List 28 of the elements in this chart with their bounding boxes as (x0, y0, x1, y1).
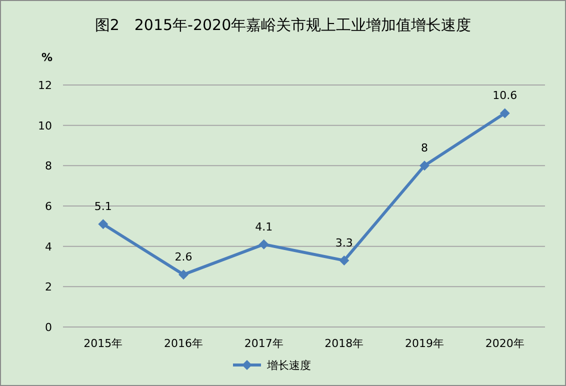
y-tick-label: 6 (45, 200, 52, 213)
point (339, 255, 350, 266)
y-tick-label: 8 (45, 160, 52, 173)
chart-title: 图2 2015年-2020年嘉峪关市规上工业增加值增长速度 (94, 16, 472, 34)
x-tick-label: 2015年 (84, 337, 123, 350)
x-tick-label: 2016年 (164, 337, 203, 350)
x-tick-label: 2020年 (485, 337, 524, 350)
point (500, 108, 510, 118)
point (420, 160, 430, 171)
x-tick-label: 2019年 (405, 337, 444, 350)
data-label: 5.1 (94, 200, 112, 214)
y-tick-label: 12 (38, 79, 52, 92)
data-label: 2.6 (174, 250, 192, 264)
y-tick-label: 2 (45, 280, 52, 294)
x-tick-label: 2018年 (324, 337, 364, 350)
y-axis-title: % (41, 51, 53, 64)
legend-label: 增长速度 (266, 359, 311, 372)
x-tick-label: 2017年 (244, 337, 284, 350)
data-label: 10.6 (492, 89, 518, 102)
point (258, 239, 269, 250)
y-tick-label: 10 (38, 119, 52, 132)
y-tick-label: 4 (45, 240, 52, 254)
point (98, 219, 108, 230)
data-label: 3.3 (335, 236, 353, 250)
data-label: 8 (421, 142, 428, 155)
point (178, 270, 188, 280)
data-label: 4.1 (255, 220, 273, 234)
y-tick-label: 0 (45, 321, 52, 334)
